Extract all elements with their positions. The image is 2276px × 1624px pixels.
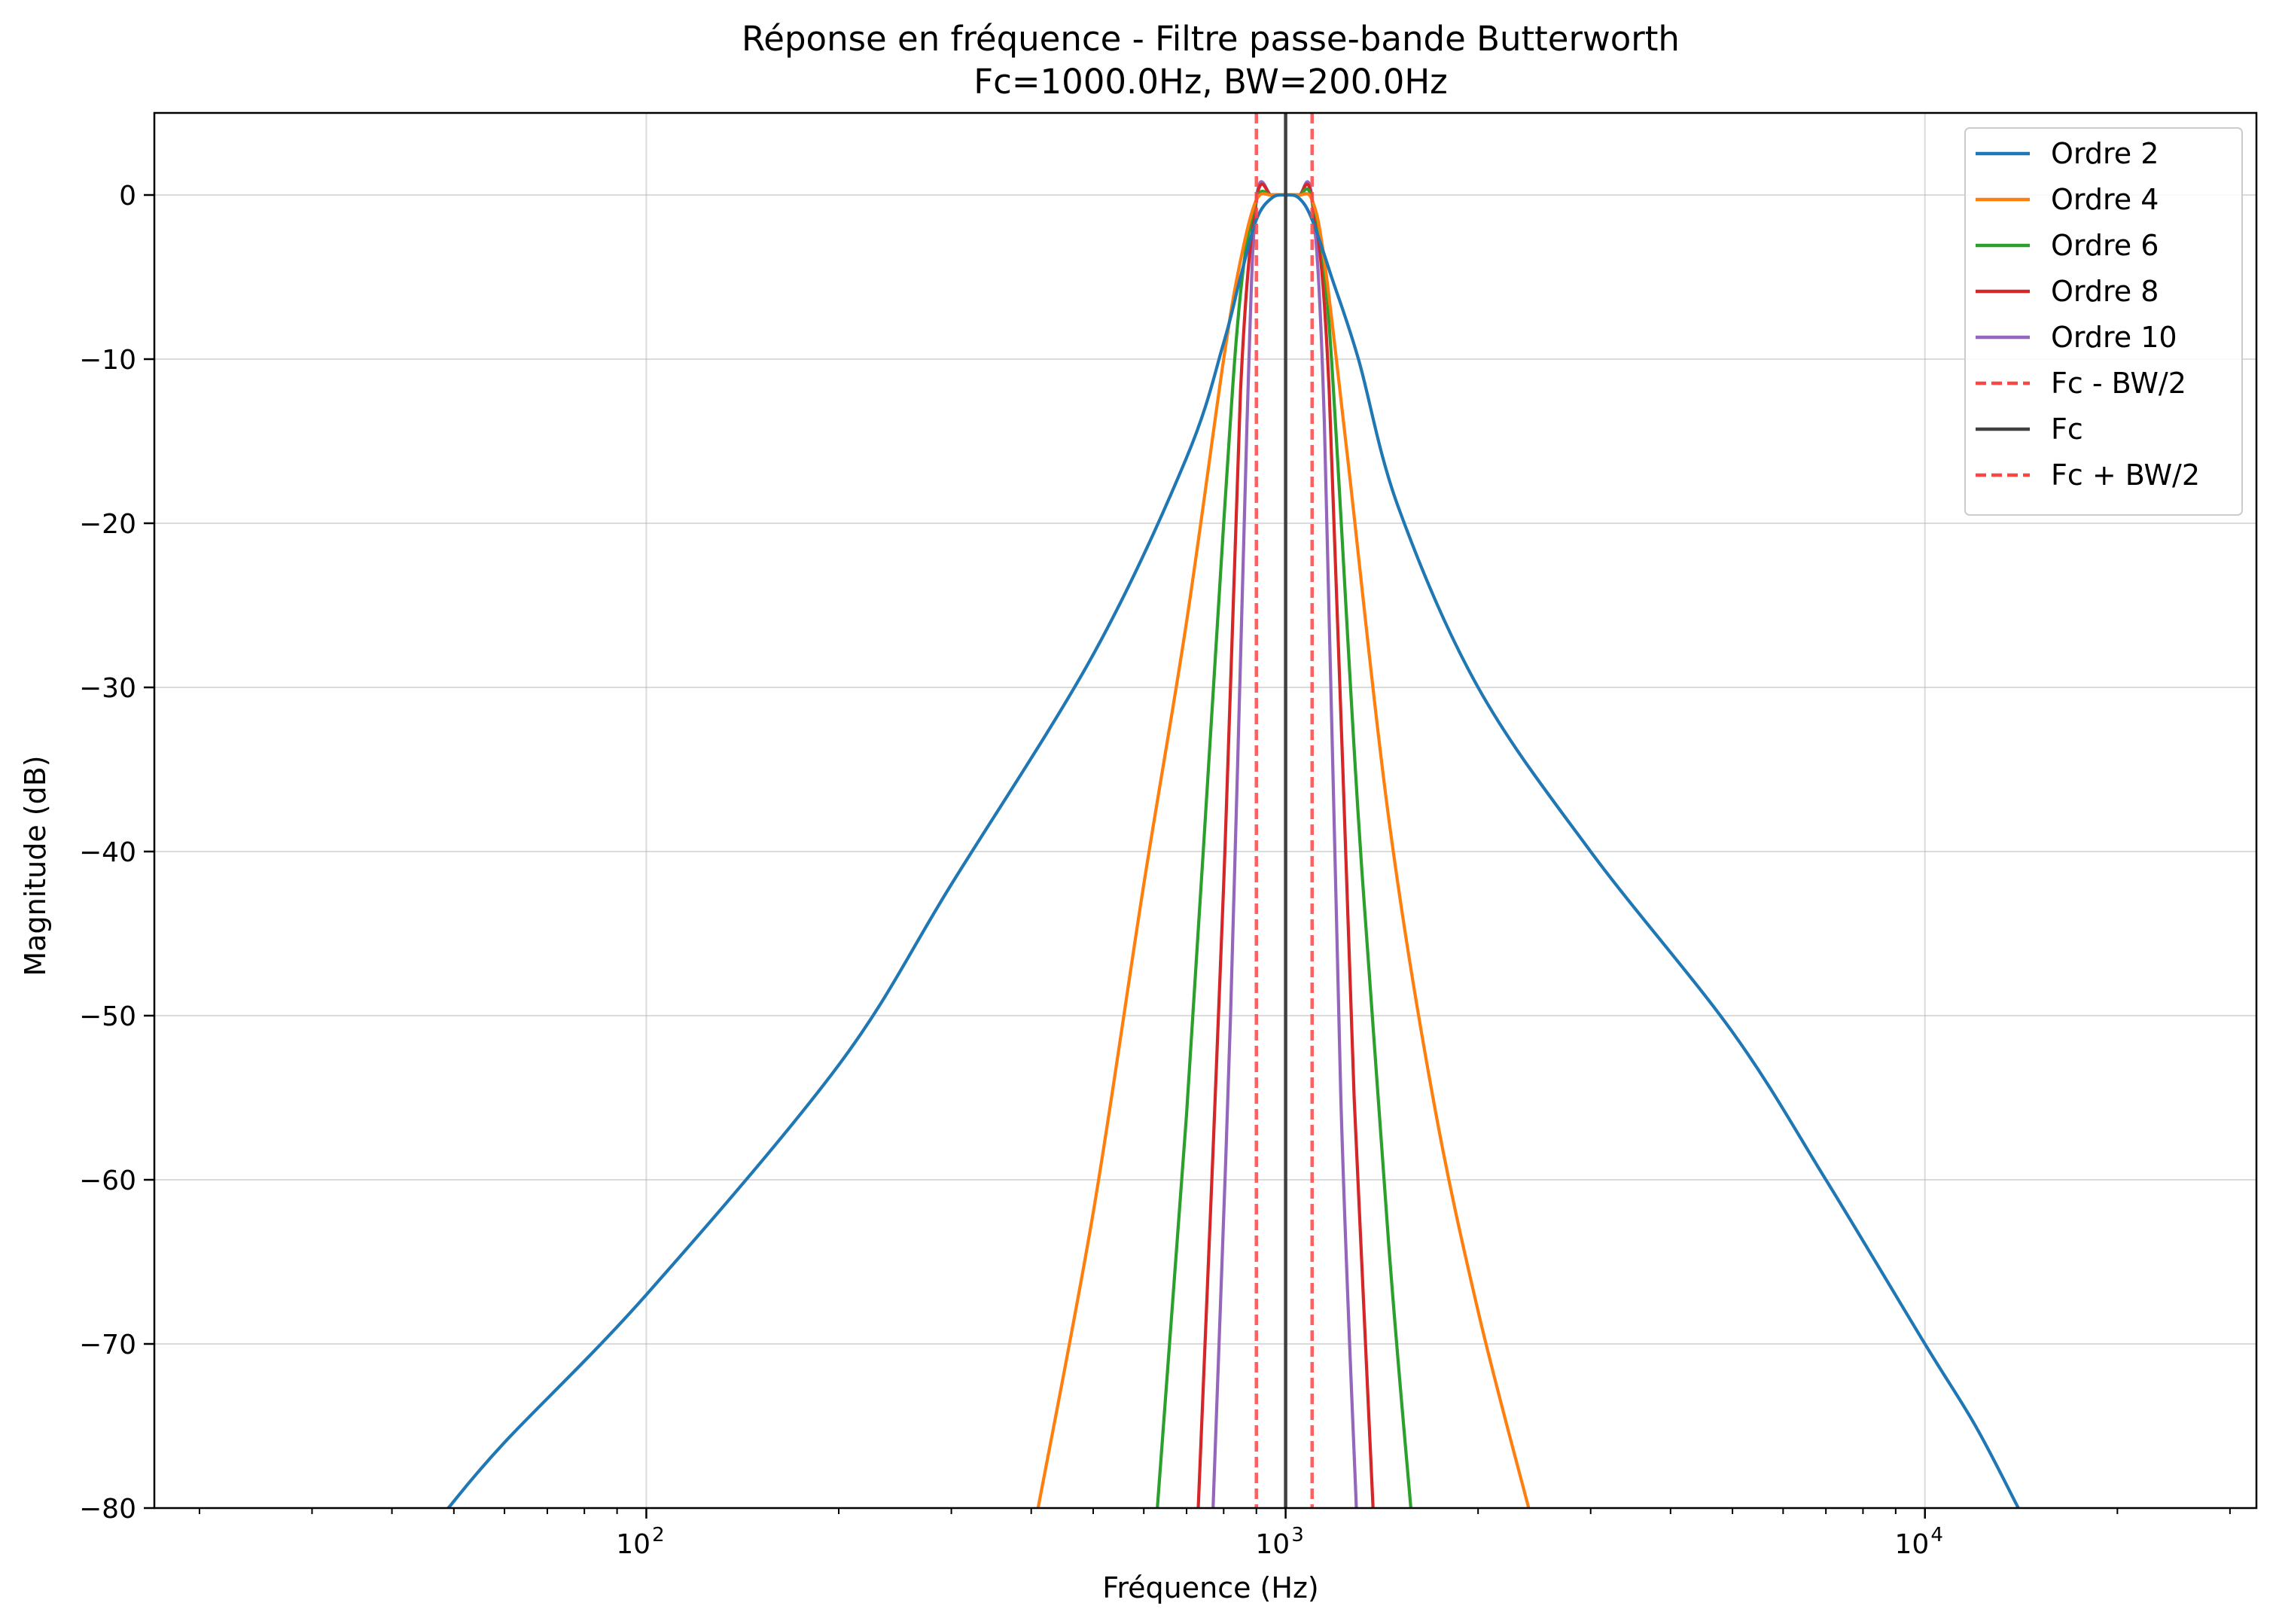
y-tick-label: −50 [79,1001,136,1032]
legend-label: Ordre 4 [2051,183,2159,216]
y-tick-label: −70 [79,1330,136,1360]
y-tick-label: −10 [79,345,136,376]
plot-area [446,113,2020,1508]
y-axis-label: Magnitude (dB) [19,755,52,976]
legend-box [1964,127,2243,516]
y-tick-label: −80 [79,1494,136,1525]
series-ordre-2 [446,193,2020,1508]
chart-subtitle: Fc=1000.0Hz, BW=200.0Hz [973,62,1448,102]
x-tick-label: 103 [1255,1524,1303,1560]
axes-frame [153,111,2258,1510]
x-tick-label: 104 [1895,1524,1943,1560]
y-tick-label: −40 [79,837,136,868]
legend-label: Fc + BW/2 [2051,459,2200,492]
x-tick-label: 102 [616,1524,664,1560]
y-tick-label: −60 [79,1165,136,1196]
y-tick-label: −30 [79,673,136,704]
chart-title: Réponse en fréquence - Filtre passe-band… [742,19,1680,59]
y-tick-label: 0 [119,181,136,212]
legend-label: Fc [2051,413,2083,446]
legend-label: Ordre 2 [2051,137,2159,170]
y-axis: 0 −10 −20 −30 −40 −50 −60 −70 −80 [79,181,154,1525]
legend-label: Fc - BW/2 [2051,367,2186,400]
legend-label: Ordre 6 [2051,229,2159,262]
x-axis-label: Fréquence (Hz) [1102,1571,1318,1604]
x-axis: 102 103 104 [198,1508,2231,1560]
legend-label: Ordre 10 [2051,321,2177,354]
y-tick-label: −20 [79,509,136,540]
legend-label: Ordre 8 [2051,275,2159,308]
legend: Ordre 2 Ordre 4 Ordre 6 Ordre 8 Ordre 10 Fc -… [1964,127,2243,516]
